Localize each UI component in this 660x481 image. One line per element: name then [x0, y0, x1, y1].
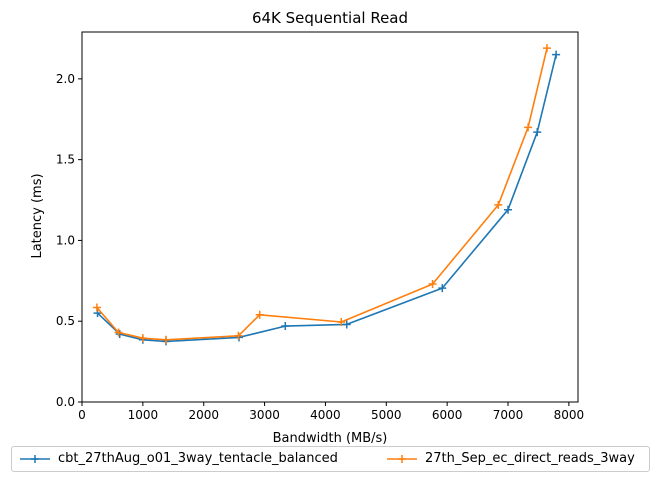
series-2-point [138, 334, 147, 343]
series-1-point [342, 320, 351, 329]
x-tick-label: 3000 [249, 408, 280, 422]
series-1-point [438, 284, 447, 293]
series-2-point [428, 280, 437, 289]
y-tick-label: 0.5 [56, 314, 75, 328]
x-tick-label: 2000 [188, 408, 219, 422]
series-2-point [542, 44, 551, 53]
series-2-point [92, 303, 101, 312]
legend-swatch-series-2 [387, 454, 417, 463]
y-tick-label: 1.0 [56, 233, 75, 247]
series-1-point [533, 128, 542, 137]
x-tick-label: 7000 [493, 408, 524, 422]
x-axis-label: Bandwidth (MB/s) [273, 431, 388, 446]
legend-label-series-2: 27th_Sep_ec_direct_reads_3way [425, 451, 635, 466]
plot-area: 0 1000 2000 3000 4000 5000 6000 7000 8000 0.0 0.5 1… [56, 31, 585, 422]
x-tick-label: 5000 [371, 408, 402, 422]
legend-swatch-series-1 [20, 454, 50, 463]
series-1-point [281, 322, 290, 331]
axes-frame [81, 31, 579, 403]
series-line-2 [96, 48, 548, 341]
series-2-point [337, 318, 346, 327]
series-2-point [114, 328, 123, 337]
y-tick-label: 1.5 [56, 153, 75, 167]
series-2-point [494, 200, 503, 209]
series-line-1 [96, 54, 557, 343]
y-tick-label: 0.0 [56, 395, 75, 409]
series-2-point [234, 331, 243, 340]
series-2-point [161, 335, 170, 344]
series-2-point [255, 310, 264, 319]
x-tick-label: 1000 [128, 408, 159, 422]
x-tick-label: 4000 [310, 408, 341, 422]
x-tick-label: 0 [78, 408, 86, 422]
legend: cbt_27thAug_o01_3way_tentacle_balanced 2… [11, 446, 650, 472]
y-axis-label: Latency (ms) [30, 173, 45, 258]
x-tick-label: 8000 [554, 408, 585, 422]
legend-label-series-1: cbt_27thAug_o01_3way_tentacle_balanced [58, 451, 338, 466]
series-2-point [524, 123, 533, 132]
line-chart: 64K Sequential Read 0 1000 2000 3000 4000 500… [30, 9, 585, 446]
legend-entry-series-1: cbt_27thAug_o01_3way_tentacle_balanced [20, 451, 338, 466]
series-1-point [552, 50, 561, 59]
legend-entry-series-2: 27th_Sep_ec_direct_reads_3way [387, 451, 635, 466]
chart-title: 64K Sequential Read [252, 9, 408, 27]
y-tick-label: 2.0 [56, 72, 75, 86]
x-tick-label: 6000 [432, 408, 463, 422]
series-1-point [504, 205, 513, 214]
